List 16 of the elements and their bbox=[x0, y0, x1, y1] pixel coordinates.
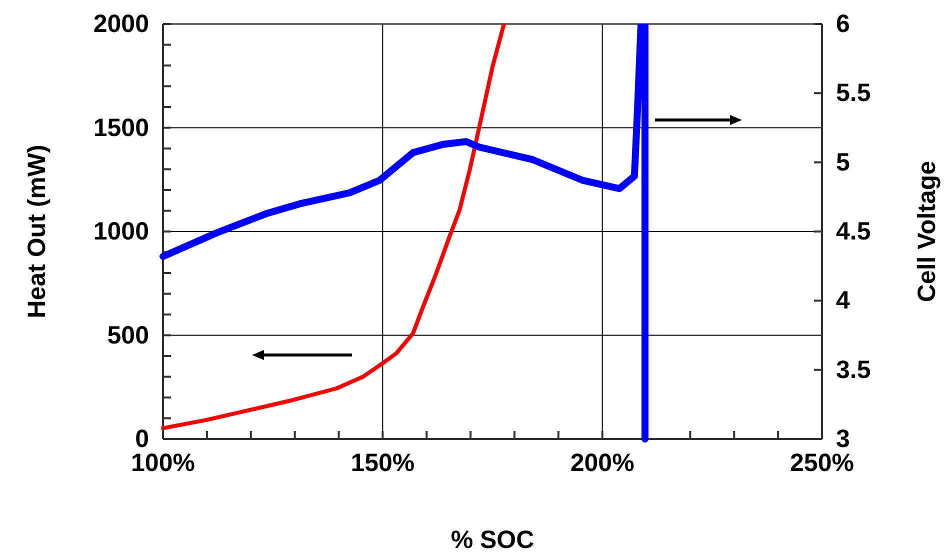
x-axis-title: % SOC bbox=[450, 526, 534, 553]
y2-tick-label: 6 bbox=[836, 10, 850, 38]
x-tick-label: 200% bbox=[570, 448, 634, 477]
line-series bbox=[161, 24, 506, 430]
y2-tick-label: 3.5 bbox=[836, 356, 871, 384]
y-tick-label: 1500 bbox=[93, 114, 149, 142]
y-tick-label: 500 bbox=[107, 321, 149, 350]
y2-tick-label: 5.5 bbox=[836, 79, 871, 108]
y2-axis-title: Cell Voltage bbox=[913, 160, 941, 302]
y-axis-title: Heat Out (mW) bbox=[23, 144, 51, 318]
y2-tick-label: 4.5 bbox=[836, 218, 871, 246]
y-tick-label: 2000 bbox=[93, 10, 149, 38]
x-tick-label: 150% bbox=[350, 448, 415, 477]
y2-tick-label: 4 bbox=[836, 286, 850, 315]
y2-tick-label: 5 bbox=[836, 148, 850, 176]
y-tick-label: 1000 bbox=[93, 218, 149, 246]
